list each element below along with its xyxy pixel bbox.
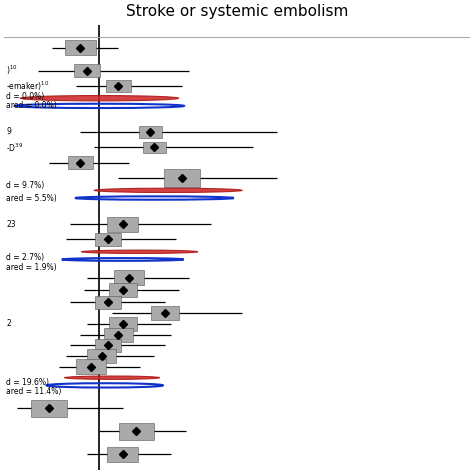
Bar: [107, 217, 138, 232]
Bar: [104, 328, 133, 342]
Bar: [95, 233, 121, 246]
Title: Stroke or systemic embolism: Stroke or systemic embolism: [126, 4, 348, 19]
Bar: [95, 296, 121, 309]
Text: ared = 11.4%): ared = 11.4%): [6, 387, 62, 396]
Bar: [68, 156, 93, 169]
Bar: [109, 317, 137, 331]
Bar: [74, 64, 100, 77]
Bar: [118, 423, 155, 440]
Bar: [164, 169, 200, 187]
Text: )$^{10}$: )$^{10}$: [6, 64, 18, 77]
Ellipse shape: [82, 250, 198, 254]
Text: 9: 9: [6, 128, 11, 137]
Bar: [109, 283, 137, 297]
Bar: [143, 142, 166, 153]
Bar: [106, 80, 131, 92]
Text: -D$^{39}$: -D$^{39}$: [6, 141, 23, 154]
Text: d = 0.0%): d = 0.0%): [6, 92, 45, 101]
Ellipse shape: [64, 376, 160, 379]
Text: d = 9.7%): d = 9.7%): [6, 181, 45, 190]
Text: ared = 0.0%): ared = 0.0%): [6, 101, 57, 110]
Text: ared = 1.9%): ared = 1.9%): [6, 263, 57, 272]
Bar: [75, 359, 106, 374]
Text: d = 2.7%): d = 2.7%): [6, 254, 45, 263]
Bar: [87, 349, 116, 363]
Text: -emaker)$^{10}$: -emaker)$^{10}$: [6, 79, 50, 92]
Text: 23: 23: [6, 219, 16, 228]
Text: 2: 2: [6, 319, 11, 328]
Ellipse shape: [20, 96, 179, 101]
Text: d = 19.6%): d = 19.6%): [6, 378, 49, 387]
Bar: [65, 40, 96, 55]
Bar: [151, 306, 179, 320]
Bar: [114, 270, 145, 285]
Text: ared = 5.5%): ared = 5.5%): [6, 193, 57, 202]
Bar: [31, 400, 66, 417]
Bar: [95, 339, 121, 352]
Bar: [107, 447, 138, 462]
Ellipse shape: [94, 188, 242, 192]
Bar: [139, 127, 162, 137]
